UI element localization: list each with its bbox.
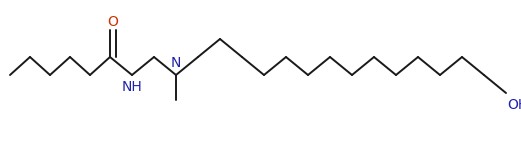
Text: NH: NH (121, 80, 142, 94)
Text: O: O (107, 15, 118, 29)
Text: N: N (171, 56, 181, 70)
Text: OH: OH (507, 98, 521, 112)
